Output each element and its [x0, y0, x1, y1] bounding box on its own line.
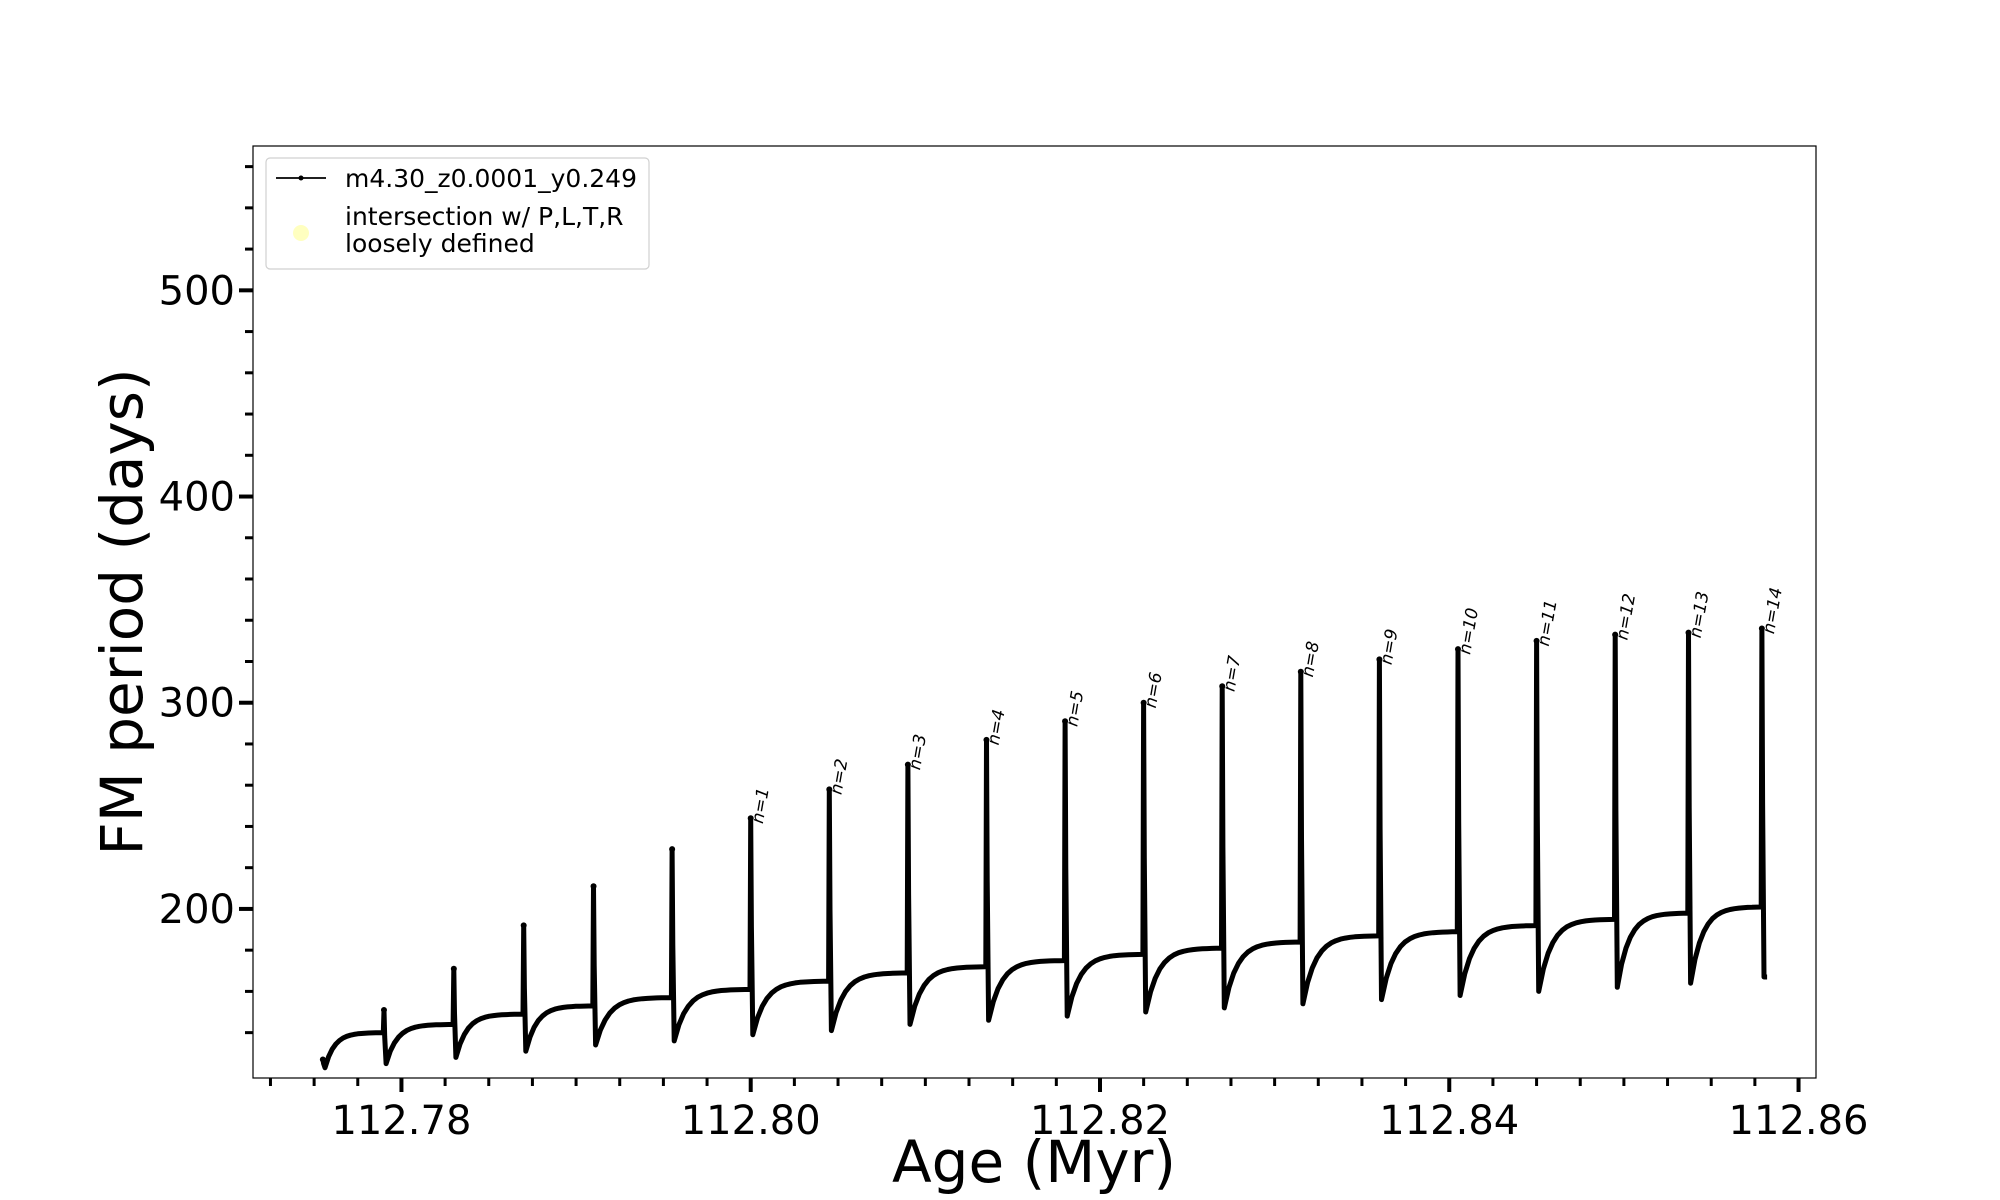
- pulse-peak-point: [1219, 683, 1226, 690]
- x-tick-label: 112.82: [1030, 1098, 1170, 1144]
- x-tick-label: 112.84: [1379, 1098, 1519, 1144]
- pulse-peak-point: [669, 846, 676, 853]
- legend-entry-intersection-line-2: loosely defined: [345, 229, 535, 258]
- x-tick-label: 112.80: [681, 1098, 821, 1144]
- plot-frame: [252, 145, 1817, 1079]
- legend-entry-intersection-line-1: intersection w/ P,L,T,R: [345, 202, 624, 231]
- x-tick-label: 112.86: [1729, 1098, 1869, 1144]
- legend: m4.30_z0.0001_y0.249 intersection w/ P,L…: [265, 157, 650, 270]
- pulse-peak-point: [590, 883, 597, 890]
- pulse-peak-point: [1758, 625, 1765, 632]
- pulse-peak-point: [380, 1006, 387, 1013]
- y-tick-label: 500: [159, 268, 235, 314]
- pulse-peak-point: [826, 786, 833, 793]
- legend-box: [265, 157, 650, 270]
- y-axis-label: FM period (days): [88, 368, 156, 855]
- pulse-peak-point: [1140, 699, 1147, 706]
- y-tick-label: 400: [159, 475, 235, 521]
- pulse-peak-point: [747, 815, 754, 822]
- x-axis-label: Age (Myr): [892, 1128, 1176, 1196]
- axis-ticks: 112.78 112.80 112.82 112.84 112.86 200 300 400 5…: [159, 165, 1869, 1144]
- x-tick-label: 112.78: [331, 1098, 471, 1144]
- pulse-peak-point: [904, 761, 911, 768]
- series-line: [320, 626, 1770, 1071]
- legend-line-dot-marker: [298, 175, 304, 181]
- pulse-peak-point: [319, 1056, 326, 1063]
- pulse-peak-point: [1376, 656, 1383, 663]
- pulse-peak-point: [1062, 718, 1069, 725]
- pulse-peak-point: [1533, 637, 1540, 644]
- plot-area: [253, 146, 1816, 1078]
- series-layer: [319, 625, 1770, 1071]
- pulse-peak-point: [1454, 646, 1461, 653]
- pulse-peak-point: [520, 922, 527, 929]
- pulse-peak-point: [450, 965, 457, 972]
- pulse-peak-point: [1297, 668, 1304, 675]
- legend-circle-marker: [293, 225, 309, 241]
- y-tick-label: 300: [159, 681, 235, 727]
- legend-entry-series: m4.30_z0.0001_y0.249: [345, 164, 637, 193]
- pulse-peak-point: [1612, 631, 1619, 638]
- pulse-peak-point: [983, 736, 990, 743]
- y-tick-label: 200: [159, 887, 235, 933]
- pulse-peak-point: [1685, 629, 1692, 636]
